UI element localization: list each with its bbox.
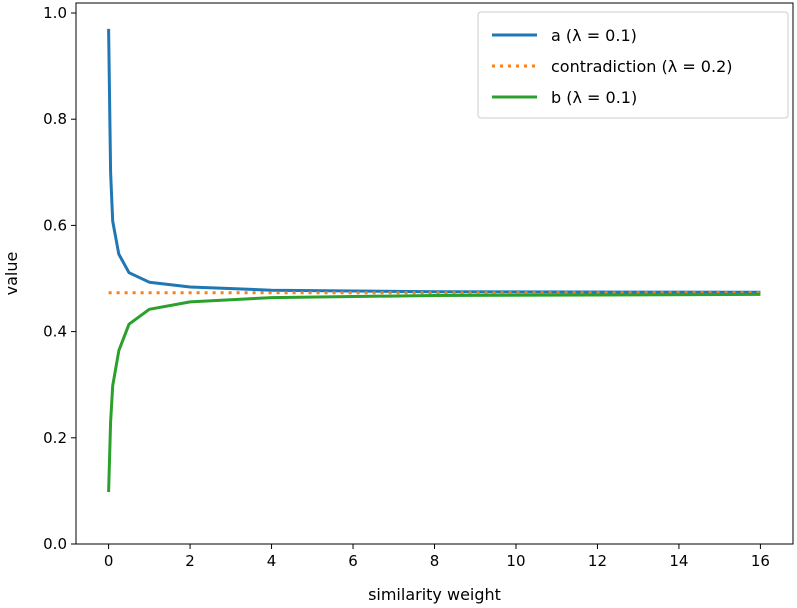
x-tick-label: 14 — [669, 552, 688, 570]
y-tick-label: 1.0 — [43, 4, 67, 22]
series-line-0 — [107, 28, 761, 294]
y-tick-label: 0.8 — [43, 110, 67, 128]
x-tick-label: 8 — [430, 552, 440, 570]
y-tick-label: 0.4 — [43, 323, 67, 341]
x-tick-label: 4 — [267, 552, 277, 570]
legend: a (λ = 0.1) contradiction (λ = 0.2) b (λ =… — [477, 11, 789, 119]
x-tick-label: 0 — [104, 552, 114, 570]
x-tick-label: 16 — [751, 552, 770, 570]
y-tick-label: 0.0 — [43, 535, 67, 553]
y-axis-label: value — [2, 252, 21, 296]
legend-box — [477, 11, 789, 119]
x-tick-label: 6 — [348, 552, 358, 570]
x-axis-label: similarity weight — [368, 585, 501, 604]
legend-label: b (λ = 0.1) — [551, 88, 637, 107]
x-tick-label: 2 — [185, 552, 195, 570]
legend-label: contradiction (λ = 0.2) — [551, 57, 733, 76]
x-tick-label: 12 — [588, 552, 607, 570]
legend-label: a (λ = 0.1) — [551, 26, 637, 45]
y-tick-label: 0.6 — [43, 216, 67, 234]
y-tick-label: 0.2 — [43, 429, 67, 447]
series-line-2 — [107, 292, 761, 493]
x-tick-label: 10 — [506, 552, 525, 570]
